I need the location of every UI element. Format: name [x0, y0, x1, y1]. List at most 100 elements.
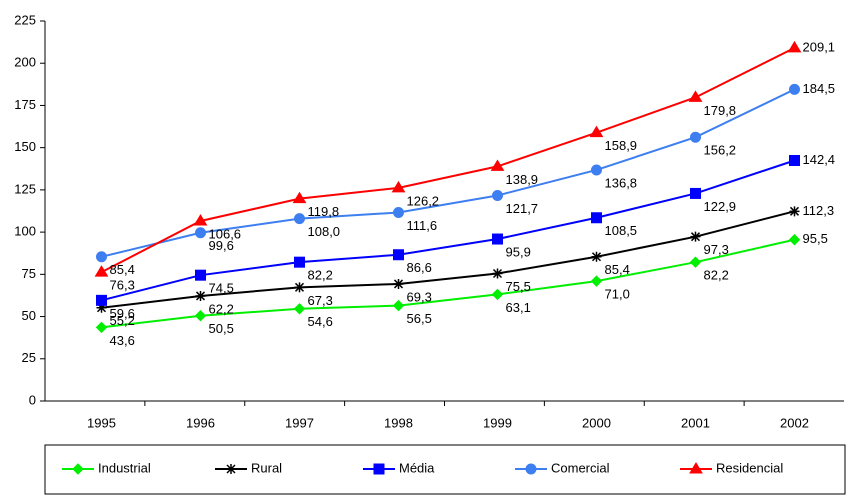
- data-label: 82,2: [308, 268, 333, 283]
- marker: [688, 90, 703, 102]
- legend-label: Industrial: [98, 460, 151, 475]
- series-line: [101, 46, 795, 274]
- marker: [589, 125, 604, 138]
- legend-label: Média: [399, 460, 435, 475]
- marker: [195, 290, 206, 301]
- x-tick-label: 1995: [87, 415, 116, 430]
- y-tick-label: 100: [14, 224, 36, 239]
- data-label: 54,6: [308, 314, 333, 329]
- marker: [492, 268, 503, 279]
- x-tick-label: 1999: [483, 415, 512, 430]
- marker: [391, 180, 406, 193]
- marker: [195, 269, 206, 281]
- data-label: 43,6: [110, 333, 135, 348]
- data-label: 184,5: [803, 81, 836, 96]
- marker: [490, 159, 505, 171]
- data-label: 119,8: [308, 204, 340, 219]
- y-tick-label: 200: [14, 55, 36, 70]
- data-label: 179,8: [704, 103, 737, 118]
- data-label: 67,3: [308, 293, 333, 308]
- legend-label: Rural: [251, 460, 282, 475]
- series-line: [101, 238, 795, 329]
- series-line: [101, 88, 795, 258]
- y-tick-label: 225: [14, 12, 36, 27]
- data-label: 75,5: [506, 279, 531, 294]
- data-label: 63,1: [506, 300, 531, 315]
- y-tick-label: 25: [22, 350, 36, 365]
- marker: [590, 275, 603, 287]
- data-label: 76,3: [110, 278, 135, 293]
- marker: [789, 155, 800, 167]
- marker: [393, 249, 404, 261]
- marker: [689, 256, 702, 268]
- marker: [789, 83, 800, 95]
- marker: [96, 251, 107, 263]
- data-label: 108,0: [308, 224, 341, 239]
- data-label: 85,4: [605, 262, 630, 277]
- data-label: 71,0: [605, 287, 630, 302]
- y-tick-label: 175: [14, 97, 36, 112]
- data-label: 95,5: [803, 231, 828, 246]
- marker: [393, 278, 404, 289]
- x-tick-label: 1997: [285, 415, 314, 430]
- data-label: 106,6: [209, 226, 242, 241]
- marker: [293, 303, 306, 315]
- data-label: 86,6: [407, 260, 432, 275]
- marker: [226, 464, 236, 474]
- marker: [72, 463, 84, 475]
- y-tick-label: 125: [14, 181, 36, 196]
- marker: [591, 164, 602, 176]
- marker: [96, 294, 107, 306]
- marker: [294, 256, 305, 268]
- marker: [194, 310, 207, 322]
- data-label: 126,2: [407, 193, 440, 208]
- series-line: [101, 210, 795, 309]
- marker: [525, 463, 537, 475]
- x-tick-label: 2001: [681, 415, 710, 430]
- x-tick-label: 1998: [384, 415, 413, 430]
- data-label: 112,3: [803, 203, 835, 218]
- marker: [294, 282, 305, 293]
- marker: [195, 227, 206, 239]
- marker: [690, 131, 701, 143]
- data-label: 138,9: [506, 172, 539, 187]
- marker: [96, 302, 107, 313]
- marker: [689, 462, 703, 474]
- marker: [94, 265, 109, 277]
- marker: [292, 191, 307, 204]
- y-tick-label: 0: [29, 392, 36, 407]
- data-label: 158,9: [605, 138, 638, 153]
- data-label: 97,3: [704, 242, 729, 257]
- marker: [787, 40, 802, 53]
- data-label: 85,4: [110, 262, 135, 277]
- series-line: [101, 159, 795, 302]
- data-label: 156,2: [704, 143, 737, 158]
- marker: [491, 288, 504, 301]
- data-label: 111,6: [407, 218, 438, 233]
- legend-box: [44, 444, 846, 495]
- data-label: 99,6: [209, 238, 234, 253]
- marker: [690, 187, 701, 199]
- marker: [492, 189, 503, 201]
- x-tick-label: 2002: [780, 415, 809, 430]
- x-tick-label: 2000: [582, 415, 611, 430]
- marker: [392, 299, 405, 312]
- legend-label: Residencial: [716, 460, 783, 475]
- data-label: 59,6: [110, 306, 135, 321]
- data-label: 142,4: [803, 152, 836, 167]
- marker: [690, 231, 701, 242]
- x-tick-label: 1996: [186, 415, 215, 430]
- data-label: 74,5: [209, 281, 234, 296]
- marker: [95, 321, 108, 334]
- data-label: 95,9: [506, 244, 531, 259]
- marker: [788, 234, 801, 246]
- data-label: 69,3: [407, 289, 432, 304]
- data-label: 121,7: [506, 201, 539, 216]
- data-label: 136,8: [605, 175, 638, 190]
- marker: [373, 463, 385, 475]
- data-label: 62,2: [209, 301, 234, 316]
- marker: [193, 213, 208, 226]
- data-label: 122,9: [704, 199, 737, 214]
- marker: [393, 207, 404, 219]
- data-label: 209,1: [803, 39, 836, 54]
